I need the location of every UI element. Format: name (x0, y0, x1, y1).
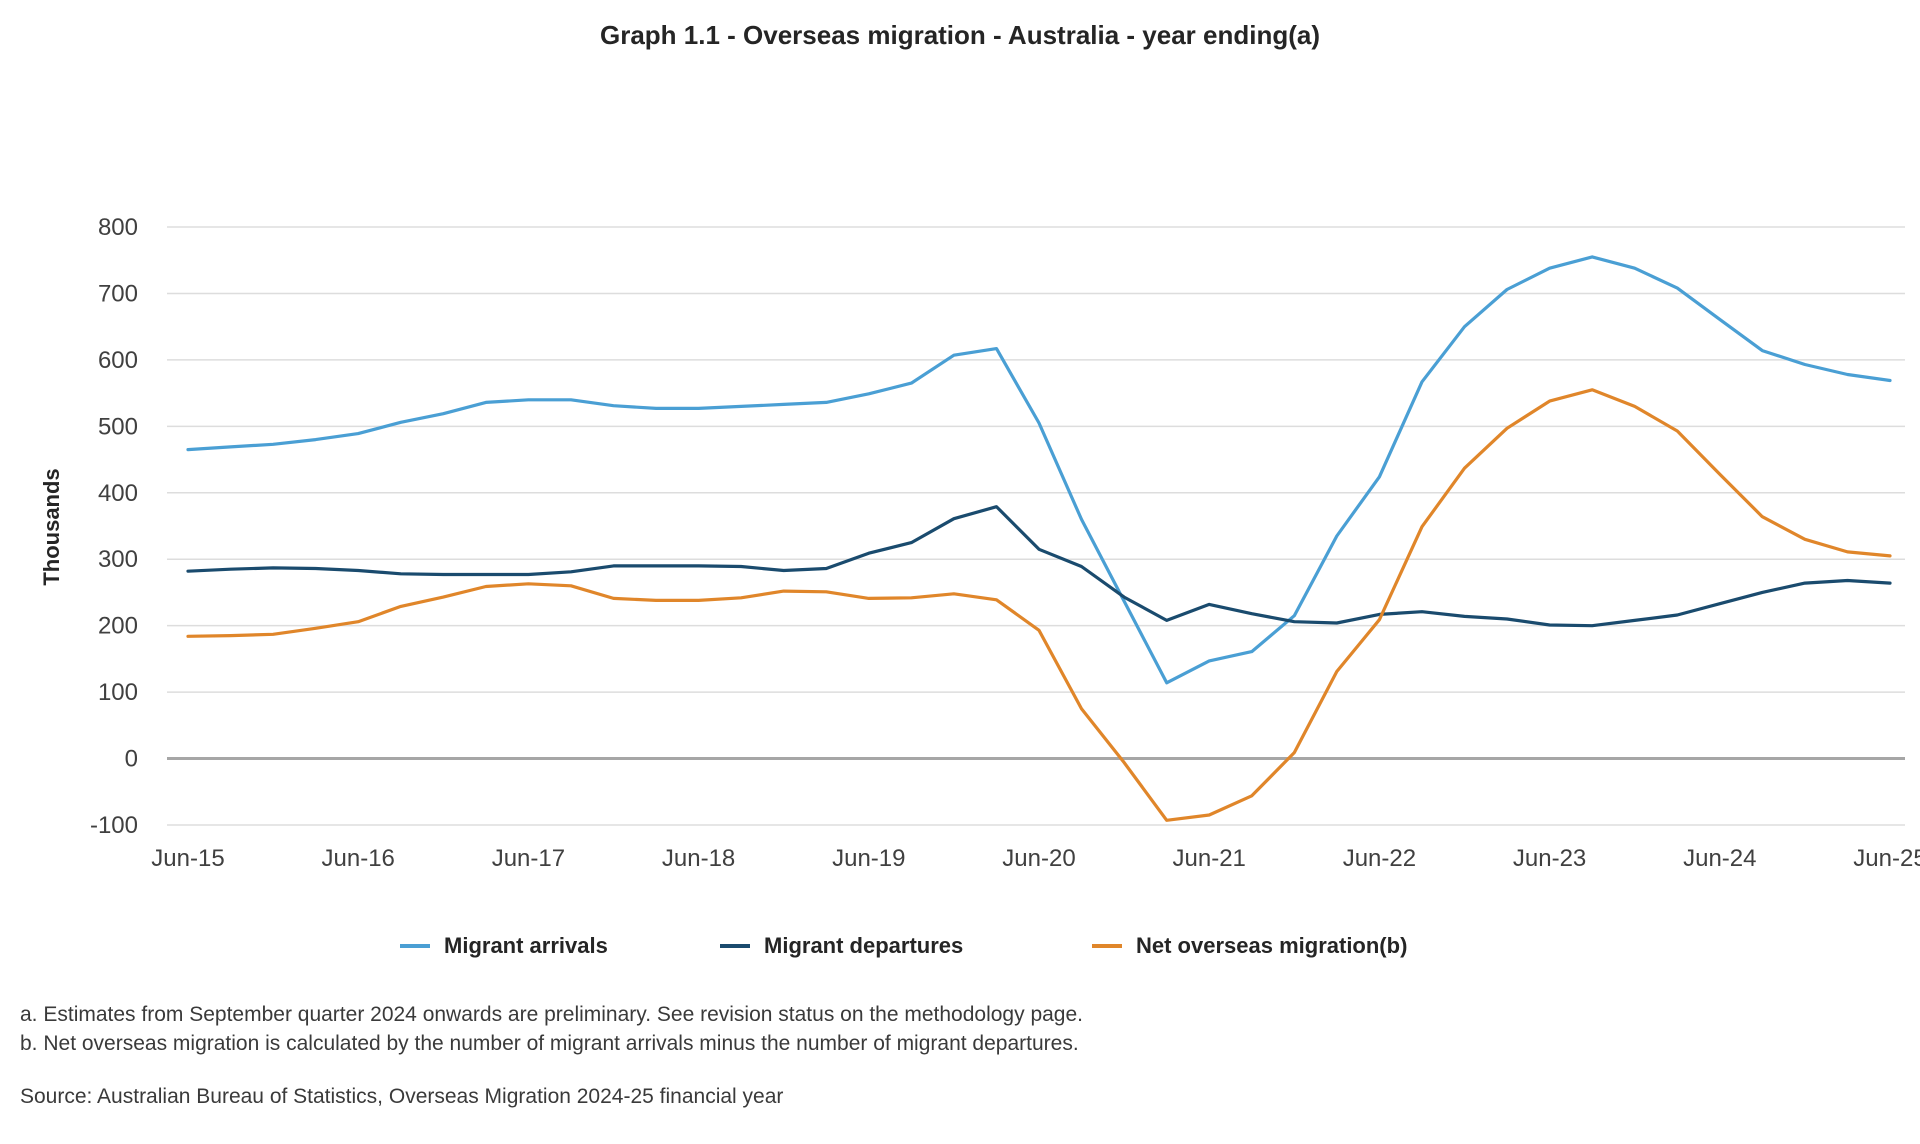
legend-swatch-departures (720, 944, 750, 948)
x-axis-ticks: Jun-15 Jun-16 Jun-17 Jun-18 Jun-19 Jun-20 Jun-… (151, 845, 1920, 872)
legend-item-net[interactable]: Net overseas migration(b) (1092, 928, 1407, 964)
x-tick-label: Jun-24 (1683, 845, 1756, 872)
x-tick-label: Jun-22 (1343, 845, 1416, 872)
series-line-arrivals[interactable] (186, 255, 1892, 685)
footnote-a: a. Estimates from September quarter 2024… (20, 1003, 1084, 1026)
x-tick-label: Jun-17 (492, 845, 565, 872)
source-note: Source: Australian Bureau of Statistics,… (20, 1085, 784, 1108)
x-tick-label: Jun-25 (1853, 845, 1920, 872)
legend: Migrant arrivals Migrant departures Net … (0, 928, 1920, 964)
y-tick-label: 300 (98, 546, 138, 573)
y-axis-label: Thousands (39, 468, 64, 585)
y-tick-label: 400 (98, 480, 138, 507)
grid-layer (167, 226, 1905, 826)
series-line-departures[interactable] (186, 505, 1892, 628)
legend-item-departures[interactable]: Migrant departures (720, 928, 963, 964)
legend-item-arrivals[interactable]: Migrant arrivals (400, 928, 608, 964)
series-layer (186, 255, 1892, 822)
y-tick-label: 0 (125, 746, 138, 773)
y-tick-label: -100 (90, 812, 138, 839)
footnote-b: b. Net overseas migration is calculated … (20, 1032, 1079, 1055)
x-tick-label: Jun-18 (662, 845, 735, 872)
legend-label-net: Net overseas migration(b) (1136, 933, 1408, 958)
legend-swatch-net (1092, 944, 1122, 948)
y-tick-label: 100 (98, 679, 138, 706)
chart-title: Graph 1.1 - Overseas migration - Austral… (599, 20, 1321, 50)
legend-swatch-arrivals (400, 944, 430, 948)
y-tick-label: 600 (98, 347, 138, 374)
y-tick-label: 800 (98, 214, 138, 241)
series-line-net[interactable] (186, 388, 1892, 822)
x-tick-label: Jun-16 (322, 845, 395, 872)
x-tick-label: Jun-21 (1173, 845, 1246, 872)
x-tick-label: Jun-20 (1002, 845, 1075, 872)
legend-label-arrivals: Migrant arrivals (444, 933, 608, 958)
y-tick-label: 200 (98, 613, 138, 640)
y-axis-ticks: -100 0 100 200 300 400 500 600 700 800 (90, 214, 138, 839)
footnotes: a. Estimates from September quarter 2024… (20, 1000, 1083, 1058)
x-tick-label: Jun-23 (1513, 845, 1586, 872)
y-tick-label: 700 (98, 280, 138, 307)
x-tick-label: Jun-15 (151, 845, 224, 872)
legend-label-departures: Migrant departures (764, 933, 964, 958)
y-tick-label: 500 (98, 413, 138, 440)
x-tick-label: Jun-19 (832, 845, 905, 872)
